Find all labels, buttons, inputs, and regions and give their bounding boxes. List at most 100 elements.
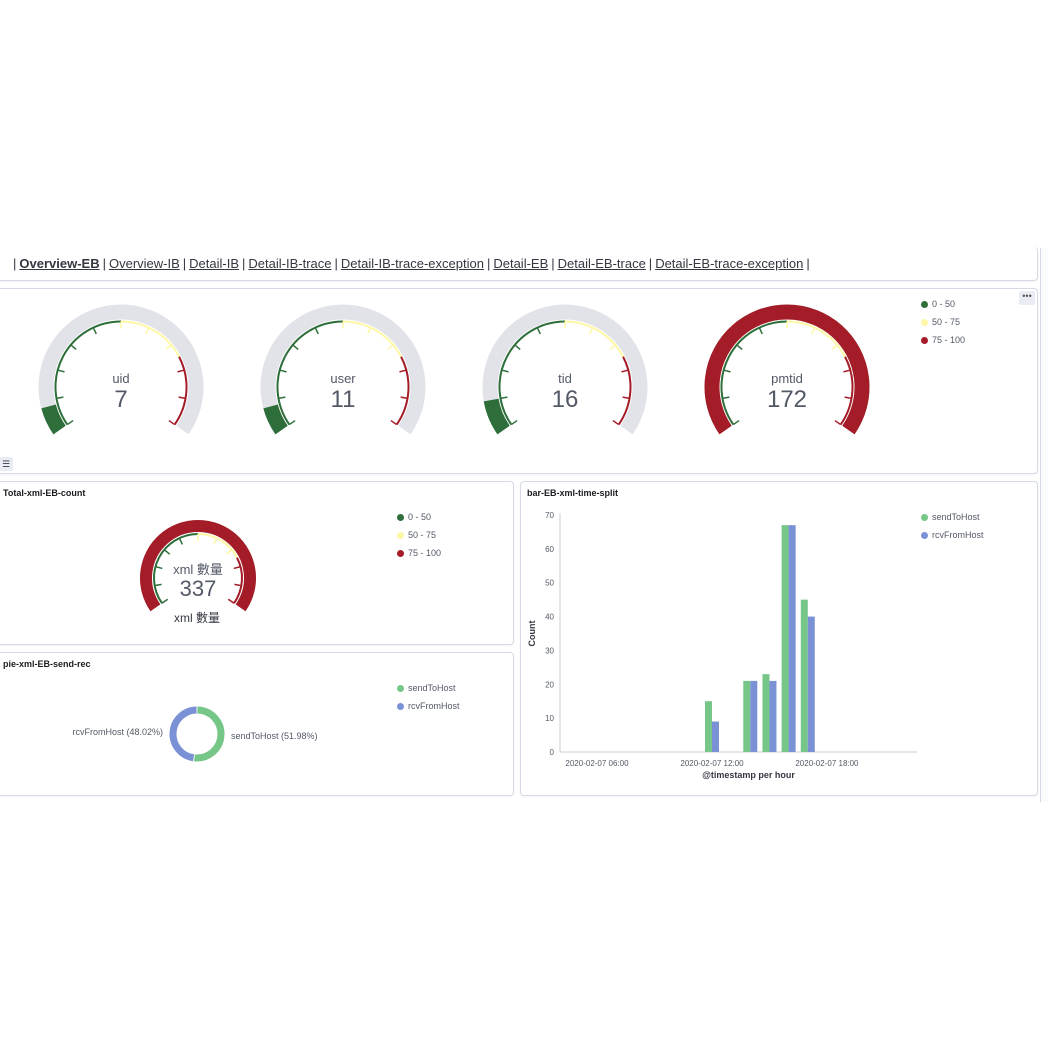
y-tick-label: 30	[545, 646, 554, 655]
legend-swatch	[397, 702, 404, 710]
legend-label: 50 - 75	[408, 530, 437, 540]
gauge-band-yellow	[564, 320, 624, 358]
nav-link-overview-ib[interactable]: Overview-IB	[108, 256, 180, 271]
nav-separator: |	[242, 256, 246, 271]
pie-svg: sendToHost (51.98%) rcvFromHost (48.02%)	[72, 706, 318, 762]
list-icon[interactable]: ☰	[0, 457, 13, 471]
gauge-tick	[165, 344, 172, 350]
bar-sendToHost[interactable]	[800, 599, 808, 752]
gauge-tick	[510, 419, 518, 426]
legend-label: 0 - 50	[932, 299, 956, 309]
legend-item[interactable]: sendToHost	[397, 679, 460, 697]
gauge-band-yellow	[786, 320, 846, 358]
gauge-band-green	[276, 320, 344, 426]
gauge-tick	[288, 419, 296, 426]
bar-rcvFromHost[interactable]	[711, 721, 719, 752]
gauge-band-red	[233, 557, 243, 604]
gauge-tick	[831, 344, 838, 350]
gauges-panel: ••• uid 7 user 11 tid 16 pmtid 172 0 - 50 50 - 7…	[0, 288, 1038, 474]
legend-item[interactable]: 50 - 75	[397, 526, 441, 544]
bar-chart-svg: 0 10 20 30 40 50 60 70 2020-02-07 06:00 2020-02-0…	[527, 511, 917, 780]
legend-item[interactable]: 75 - 100	[397, 544, 441, 562]
gauge-tick	[723, 369, 731, 373]
bar-sendToHost[interactable]	[762, 674, 770, 752]
gauge-band-green	[54, 320, 122, 426]
gauge-label: user	[330, 371, 356, 386]
gauge-tick	[92, 327, 97, 335]
pie-slice-rcvFromHost[interactable]	[169, 706, 197, 762]
pie-slice-label: sendToHost (51.98%)	[231, 731, 318, 741]
legend-item[interactable]: sendToHost	[921, 508, 984, 526]
pie-slice-sendToHost[interactable]	[194, 706, 225, 762]
nav-link-detail-ib-trace-exception[interactable]: Detail-IB-trace-exception	[340, 256, 484, 271]
gauge-band-red	[395, 356, 410, 426]
legend-item[interactable]: 0 - 50	[397, 508, 441, 526]
gauge-track	[482, 304, 648, 435]
nav-link-overview-eb[interactable]: Overview-EB	[19, 256, 100, 271]
nav-separator: |	[334, 256, 338, 271]
nav-link-detail-eb-trace-exception[interactable]: Detail-EB-trace-exception	[655, 256, 804, 271]
nav-link-detail-ib[interactable]: Detail-IB	[189, 256, 240, 271]
gauge-tick	[367, 327, 372, 335]
total-legend: 0 - 50 50 - 75 75 - 100	[397, 508, 441, 562]
legend-label: 75 - 100	[932, 335, 966, 345]
nav-link-detail-eb[interactable]: Detail-EB	[493, 256, 549, 271]
bar-panel: bar-EB-xml-time-split 0 10 20 30 40 50 60 70 202…	[520, 481, 1038, 796]
gauge-tick	[225, 549, 233, 555]
gauge-value: 172	[767, 386, 807, 413]
gauge-tick	[57, 369, 65, 373]
gauge-tick	[279, 369, 287, 373]
gauge-tick	[163, 549, 171, 555]
gauge-tick	[387, 344, 394, 350]
legend-item[interactable]: 0 - 50	[921, 295, 965, 313]
gauge-tick	[314, 327, 319, 335]
gauge-tick	[154, 583, 162, 587]
bar-rcvFromHost[interactable]	[769, 680, 777, 752]
legend-label: rcvFromHost	[932, 530, 984, 540]
legend-label: 75 - 100	[408, 548, 442, 558]
gauge-tick	[514, 344, 521, 350]
nav-link-detail-ib-trace[interactable]: Detail-IB-trace	[248, 256, 332, 271]
gauge-band-yellow	[120, 320, 180, 358]
gauge-tick	[278, 396, 286, 400]
gauge-tick	[843, 369, 851, 373]
legend-item[interactable]: 75 - 100	[921, 331, 965, 349]
legend-item[interactable]: rcvFromHost	[921, 526, 984, 544]
gauge-tick	[178, 537, 184, 545]
legend-swatch	[921, 531, 928, 539]
legend-item[interactable]: 50 - 75	[921, 313, 965, 331]
bar-rcvFromHost[interactable]	[807, 616, 815, 752]
vertical-scrollbar[interactable]	[1040, 248, 1048, 802]
bar-sendToHost[interactable]	[704, 701, 712, 752]
gauge-tick	[722, 396, 730, 400]
nav-link-detail-eb-trace[interactable]: Detail-EB-trace	[557, 256, 646, 271]
gauge-tick	[145, 327, 150, 335]
nav-panel	[0, 247, 1038, 281]
ellipsis-icon[interactable]: •••	[1019, 291, 1035, 305]
gauge-label: tid	[558, 371, 572, 386]
bar-sendToHost[interactable]	[781, 525, 789, 752]
bar-rcvFromHost[interactable]	[788, 525, 796, 752]
gauge-tick	[732, 419, 740, 426]
legend-item[interactable]: rcvFromHost	[397, 697, 460, 715]
y-axis-label: Count	[527, 621, 537, 647]
x-tick-label: 2020-02-07 06:00	[565, 759, 629, 768]
gauge-tick	[758, 327, 763, 335]
gauge-fill	[704, 304, 870, 435]
gauge-track	[260, 304, 426, 435]
gauge-tick	[612, 419, 620, 426]
bar-sendToHost[interactable]	[743, 680, 751, 752]
gauge-band-red	[617, 356, 632, 426]
legend-swatch	[397, 684, 404, 692]
bar-rcvFromHost[interactable]	[750, 680, 758, 752]
x-axis-label: @timestamp per hour	[702, 770, 795, 780]
y-tick-label: 0	[550, 748, 555, 757]
nav-separator: |	[806, 256, 810, 271]
gauge-label: xml 數量	[173, 562, 223, 577]
gauge-tick	[501, 369, 509, 373]
gauge-band-green	[720, 320, 788, 426]
gauge-tick	[622, 396, 630, 400]
gauge-tick	[390, 419, 398, 426]
